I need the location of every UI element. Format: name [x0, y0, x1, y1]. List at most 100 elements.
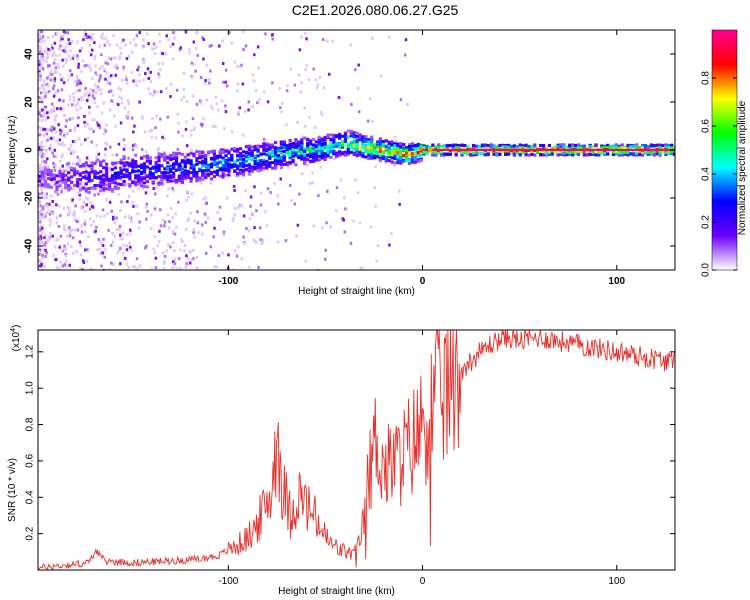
noise-cell	[127, 156, 130, 160]
noise-cell	[52, 105, 56, 109]
ridge-cell	[163, 174, 167, 178]
ridge-cell	[311, 137, 316, 141]
noise-cell	[117, 142, 121, 146]
ridge-cell	[378, 143, 383, 147]
noise-cell	[132, 79, 135, 83]
ridge-cell	[355, 148, 359, 152]
ridge-cell	[134, 183, 138, 187]
ridge-cell	[332, 145, 336, 149]
ridge-cell	[358, 147, 362, 151]
noise-cell	[202, 197, 205, 201]
ridge-cell	[658, 143, 662, 147]
ridge-cell	[64, 173, 68, 177]
ridge-cell	[410, 160, 415, 164]
noise-cell	[45, 51, 49, 55]
noise-cell	[151, 117, 154, 121]
noise-cell	[194, 69, 197, 73]
noise-cell	[158, 75, 161, 79]
noise-cell	[95, 86, 98, 90]
noise-cell	[191, 94, 195, 98]
ridge-cell	[166, 177, 170, 181]
ridge-cell	[320, 137, 324, 141]
ridge-cell	[233, 146, 237, 150]
ridge-cell	[157, 175, 161, 179]
ridge-cell	[169, 153, 173, 157]
ridge-cell	[585, 153, 589, 157]
noise-cell	[100, 264, 103, 268]
ridge-cell	[148, 174, 152, 178]
ridge-cell	[375, 140, 380, 144]
noise-cell	[61, 164, 64, 168]
ridge-cell	[504, 153, 508, 157]
ridge-cell	[410, 142, 415, 146]
ridge-cell	[233, 148, 237, 152]
ridge-cell	[55, 174, 59, 178]
ridge-cell	[565, 145, 569, 149]
ridge-cell	[273, 153, 278, 157]
noise-cell	[60, 48, 63, 52]
noise-cell	[119, 166, 122, 170]
noise-cell	[113, 114, 116, 118]
noise-cell	[53, 77, 57, 81]
noise-cell	[38, 70, 41, 74]
noise-cell	[166, 213, 170, 217]
noise-cell	[165, 34, 168, 38]
noise-cell	[188, 51, 191, 55]
ridge-cell	[221, 171, 225, 175]
noise-cell	[85, 63, 89, 67]
ridge-cell	[247, 157, 251, 161]
noise-cell	[39, 45, 42, 49]
noise-cell	[96, 73, 99, 77]
ridge-cell	[78, 173, 82, 177]
noise-cell	[39, 236, 43, 240]
noise-cell	[374, 204, 377, 208]
ridge-cell	[239, 161, 243, 165]
ridge-cell	[227, 151, 231, 155]
noise-cell	[96, 105, 99, 109]
noise-cell	[56, 192, 60, 196]
noise-cell	[193, 235, 196, 239]
noise-cell	[241, 268, 244, 270]
ridge-cell	[183, 169, 187, 173]
ridge-cell	[300, 157, 304, 161]
noise-cell	[39, 67, 42, 71]
noise-cell	[333, 157, 336, 161]
noise-cell	[43, 153, 46, 157]
ridge-cell	[611, 152, 616, 156]
ridge-cell	[434, 153, 438, 157]
ridge-cell	[163, 155, 167, 159]
noise-cell	[83, 93, 87, 97]
noise-cell	[76, 54, 79, 58]
ridge-cell	[282, 143, 286, 147]
ridge-cell	[661, 150, 665, 154]
noise-cell	[111, 153, 114, 157]
noise-cell	[42, 214, 45, 218]
noise-cell	[42, 79, 46, 83]
ridge-cell	[163, 176, 167, 180]
noise-cell	[38, 204, 41, 208]
noise-cell	[344, 207, 347, 211]
ridge-cell	[399, 152, 403, 156]
noise-cell	[406, 102, 409, 106]
noise-cell	[125, 244, 129, 248]
ridge-cell	[437, 143, 441, 147]
ridge-cell	[416, 154, 420, 158]
noise-cell	[175, 88, 179, 92]
ridge-cell	[110, 189, 115, 193]
ridge-cell	[387, 146, 391, 150]
noise-cell	[251, 211, 254, 215]
noise-cell	[199, 181, 203, 185]
ridge-cell	[67, 178, 71, 182]
noise-cell	[204, 251, 208, 255]
ridge-cell	[215, 156, 219, 160]
colorbar-tick-label: 0.8	[701, 71, 712, 85]
noise-cell	[52, 253, 55, 257]
noise-cell	[237, 245, 240, 249]
noise-cell	[47, 90, 51, 94]
noise-cell	[103, 255, 106, 259]
ridge-cell	[320, 148, 324, 152]
ridge-cell	[673, 152, 675, 156]
ridge-cell	[105, 178, 109, 182]
ridge-cell	[256, 163, 260, 167]
noise-cell	[228, 31, 231, 35]
